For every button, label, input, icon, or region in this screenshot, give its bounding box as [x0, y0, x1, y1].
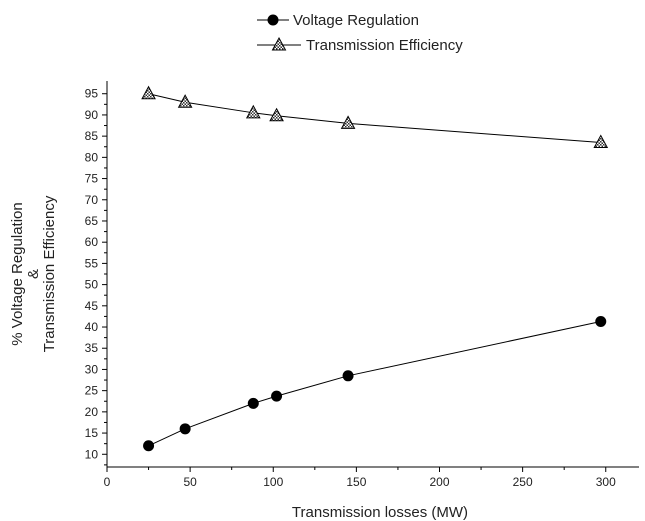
data-point-voltage-regulation: [271, 390, 283, 402]
legend-marker-circle: [267, 14, 279, 26]
y-tick-label: 50: [85, 278, 99, 292]
legend: Voltage Regulation Transmission Efficien…: [257, 12, 463, 54]
legend-label-voltage-regulation: Voltage Regulation: [293, 12, 419, 29]
data-point-voltage-regulation: [342, 370, 354, 382]
y-tick-label: 85: [85, 129, 99, 143]
x-ticks: 0 50 100 150 200 250 300: [104, 467, 616, 489]
series-line-transmission-efficiency: [148, 93, 601, 144]
legend-label-transmission-efficiency: Transmission Efficiency: [306, 37, 463, 54]
legend-item-transmission-efficiency: Transmission Efficiency: [257, 36, 463, 54]
legend-item-voltage-regulation: Voltage Regulation: [257, 12, 419, 29]
data-point-transmission-efficiency: [269, 107, 284, 122]
y-tick-label: 90: [85, 108, 99, 122]
y-ticks: 10 15 20 25 30 35 40 45 50 55 60 65 70 75 80 85 90 95: [85, 87, 107, 466]
series-line-voltage-regulation: [148, 321, 601, 447]
y-tick-label: 75: [85, 172, 99, 186]
legend-marker-triangle: [271, 36, 287, 51]
y-tick-label: 95: [85, 87, 99, 101]
y-tick-label: 45: [85, 299, 99, 313]
y-axis-title: % Voltage Regulation & Transmission Effi…: [9, 195, 58, 352]
y-tick-label: 40: [85, 320, 99, 334]
x-tick-label: 250: [513, 475, 533, 489]
y-tick-label: 80: [85, 150, 99, 164]
data-point-transmission-efficiency: [177, 94, 193, 108]
x-tick-label: 100: [263, 475, 283, 489]
series-layer: [141, 85, 609, 452]
y-axis-title-line-3: Transmission Efficiency: [41, 195, 58, 352]
data-point-voltage-regulation: [179, 423, 191, 435]
y-tick-label: 10: [85, 447, 99, 461]
data-point-transmission-efficiency: [340, 115, 356, 129]
data-point-voltage-regulation: [595, 316, 607, 328]
x-tick-label: 300: [596, 475, 616, 489]
y-tick-label: 65: [85, 214, 99, 228]
y-tick-label: 70: [85, 193, 99, 207]
x-tick-label: 0: [104, 475, 111, 489]
y-tick-label: 20: [85, 405, 99, 419]
data-point-transmission-efficiency: [245, 104, 261, 119]
y-tick-label: 25: [85, 384, 99, 398]
data-point-transmission-efficiency: [141, 85, 156, 100]
data-point-voltage-regulation: [247, 397, 259, 409]
y-tick-label: 15: [85, 426, 99, 440]
y-tick-label: 30: [85, 362, 99, 376]
x-tick-label: 150: [346, 475, 366, 489]
y-tick-label: 35: [85, 341, 99, 355]
data-point-transmission-efficiency: [593, 134, 609, 149]
y-tick-label: 55: [85, 256, 99, 270]
x-axis-title: Transmission losses (MW): [292, 504, 468, 521]
x-tick-label: 50: [183, 475, 197, 489]
y-axis-title-line-2: &: [25, 269, 42, 279]
x-tick-label: 200: [429, 475, 449, 489]
y-axis-title-line-1: % Voltage Regulation: [9, 202, 26, 345]
data-point-voltage-regulation: [143, 440, 155, 452]
y-tick-label: 60: [85, 235, 99, 249]
